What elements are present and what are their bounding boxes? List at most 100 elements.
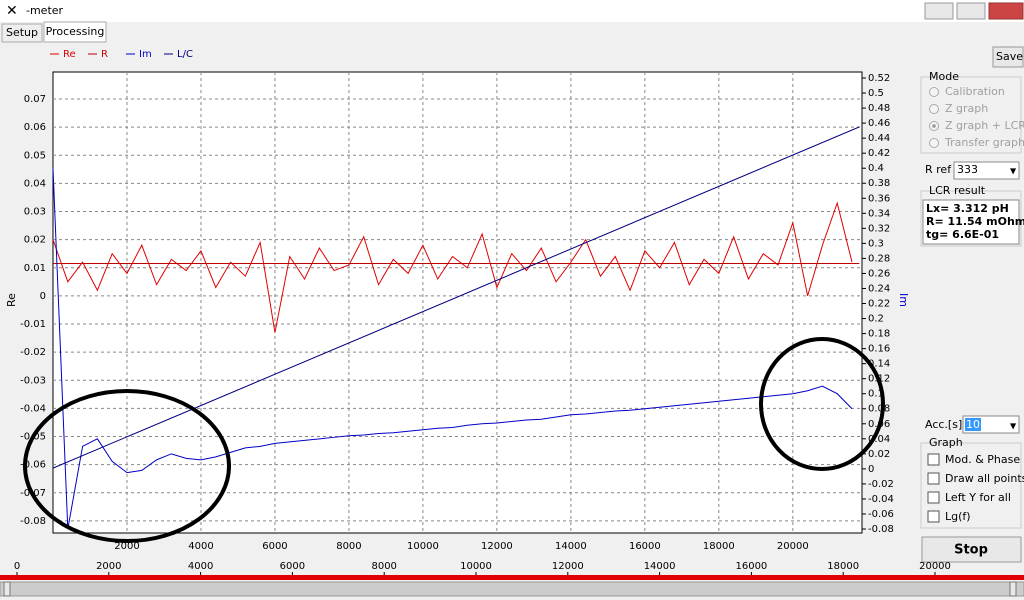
legend-label: Re	[63, 49, 76, 60]
radio-label[interactable]: Transfer graph	[944, 136, 1024, 149]
radio-label[interactable]: Calibration	[945, 85, 1005, 98]
y2-tick-label: 0.38	[868, 178, 890, 189]
slider-track[interactable]	[0, 581, 1024, 597]
y-tick-label: -0.03	[20, 375, 46, 386]
radio-label[interactable]: Z graph + LCR	[945, 119, 1024, 132]
y2-tick-label: 0	[868, 464, 874, 475]
rref-select[interactable]	[953, 161, 1020, 180]
y2-tick-label: 0.28	[868, 253, 890, 264]
y2-tick-label: 0.06	[868, 419, 890, 430]
y2-tick-label: 0.02	[868, 449, 890, 460]
save-label[interactable]: Save	[996, 50, 1023, 63]
series-line	[52, 201, 853, 333]
y-tick-label: 0	[40, 291, 46, 302]
annotation-circle	[23, 389, 231, 543]
tab[interactable]	[1, 23, 43, 43]
slider-tick-label: 20000	[919, 561, 951, 572]
x-tick-label: 12000	[481, 541, 513, 552]
y-tick-label: 0.01	[24, 263, 46, 274]
y-tick-label: -0.07	[20, 488, 46, 499]
y-tick-label: -0.08	[20, 516, 46, 527]
radio[interactable]	[929, 138, 939, 148]
group-title: LCR result	[929, 184, 986, 197]
y2-tick-label: -0.06	[868, 509, 894, 520]
slider-tick-label: 10000	[460, 561, 492, 572]
slider-tick-label: 16000	[735, 561, 767, 572]
y-tick-label: -0.05	[20, 432, 46, 443]
checkbox-label[interactable]: Left Y for all	[945, 491, 1011, 504]
x-tick-label: 10000	[407, 541, 439, 552]
slider-tick-label: 14000	[644, 561, 676, 572]
lcr-line: tg= 6.6E-01	[926, 228, 999, 241]
legend-label: R	[101, 49, 108, 60]
y2-tick-label: 0.36	[868, 193, 890, 204]
checkbox[interactable]	[927, 472, 940, 485]
checkbox-label[interactable]: Lg(f)	[945, 510, 971, 523]
y-tick-label: 0.03	[24, 207, 46, 218]
x-tick-label: 20000	[777, 541, 809, 552]
lcr-line: R= 11.54 mOhm	[926, 215, 1024, 228]
plot-area	[52, 71, 863, 534]
slider-bar	[0, 575, 1024, 580]
y-tick-label: -0.02	[20, 347, 46, 358]
y2-tick-label: 0.42	[868, 148, 890, 159]
window-title: -meter	[26, 4, 64, 17]
tab-active[interactable]	[43, 21, 107, 43]
x-tick-label: 14000	[555, 541, 587, 552]
lcr-group	[920, 190, 1022, 247]
y2-tick-label: 0.4	[868, 163, 884, 174]
y2-tick-label: 0.18	[868, 329, 890, 340]
tab-label[interactable]: Setup	[6, 26, 38, 39]
lcr-box	[922, 199, 1020, 245]
y2-tick-label: 0.12	[868, 374, 890, 385]
tab-label[interactable]: Processing	[46, 25, 105, 38]
y2-tick-label: 0.1	[868, 389, 884, 400]
checkbox[interactable]	[927, 510, 940, 523]
radio-label[interactable]: Z graph	[945, 102, 988, 115]
y2-tick-label: -0.04	[868, 494, 894, 505]
minimize[interactable]	[924, 2, 954, 20]
checkbox[interactable]	[927, 491, 940, 504]
y2-tick-label: 0.2	[868, 314, 884, 325]
close[interactable]	[988, 2, 1024, 20]
y2-tick-label: 0.46	[868, 118, 890, 129]
radio[interactable]	[929, 104, 939, 114]
maximize[interactable]	[956, 2, 986, 20]
y-tick-label: -0.06	[20, 460, 46, 471]
y2-tick-label: 0.32	[868, 223, 890, 234]
stop-label[interactable]: Stop	[954, 543, 988, 558]
save-button[interactable]	[992, 46, 1024, 68]
lcr-line: Lx= 3.312 pH	[926, 202, 1009, 215]
slider-tick-label: 8000	[371, 561, 396, 572]
checkbox-label[interactable]: Mod. & Phase	[945, 453, 1020, 466]
x-tick-label: 2000	[114, 541, 139, 552]
x-tick-label: 4000	[188, 541, 213, 552]
y2-tick-label: 0.04	[868, 434, 890, 445]
annotation-circle	[759, 337, 885, 471]
x-tick-label: 6000	[262, 541, 287, 552]
acc-value[interactable]: 10	[966, 418, 980, 431]
dropdown-arrow: ▼	[1010, 422, 1017, 431]
y2-axis-label: Im	[897, 293, 910, 307]
x-tick-label: 8000	[336, 541, 361, 552]
slider-thumb[interactable]	[1009, 581, 1017, 597]
slider-tick-label: 18000	[827, 561, 859, 572]
slider-tick-label: 6000	[280, 561, 305, 572]
y-tick-label: -0.01	[20, 319, 46, 330]
title-bar	[0, 0, 1024, 22]
checkbox[interactable]	[927, 453, 940, 466]
slider-thumb[interactable]	[3, 581, 11, 597]
y2-tick-label: 0.5	[868, 88, 884, 99]
y2-tick-label: 0.3	[868, 238, 884, 249]
graph-group	[920, 442, 1022, 529]
stop-button[interactable]	[921, 536, 1022, 563]
radio[interactable]	[929, 87, 939, 97]
acc-label: Acc.[s]	[925, 418, 962, 431]
slider-tick-label: 0	[14, 561, 20, 572]
checkbox-label[interactable]: Draw all points	[945, 472, 1024, 485]
y2-tick-label: -0.02	[868, 479, 894, 490]
y-axis-label: Re	[5, 293, 18, 307]
rref-value[interactable]: 333	[957, 163, 978, 176]
dropdown-arrow: ▼	[1010, 167, 1017, 176]
